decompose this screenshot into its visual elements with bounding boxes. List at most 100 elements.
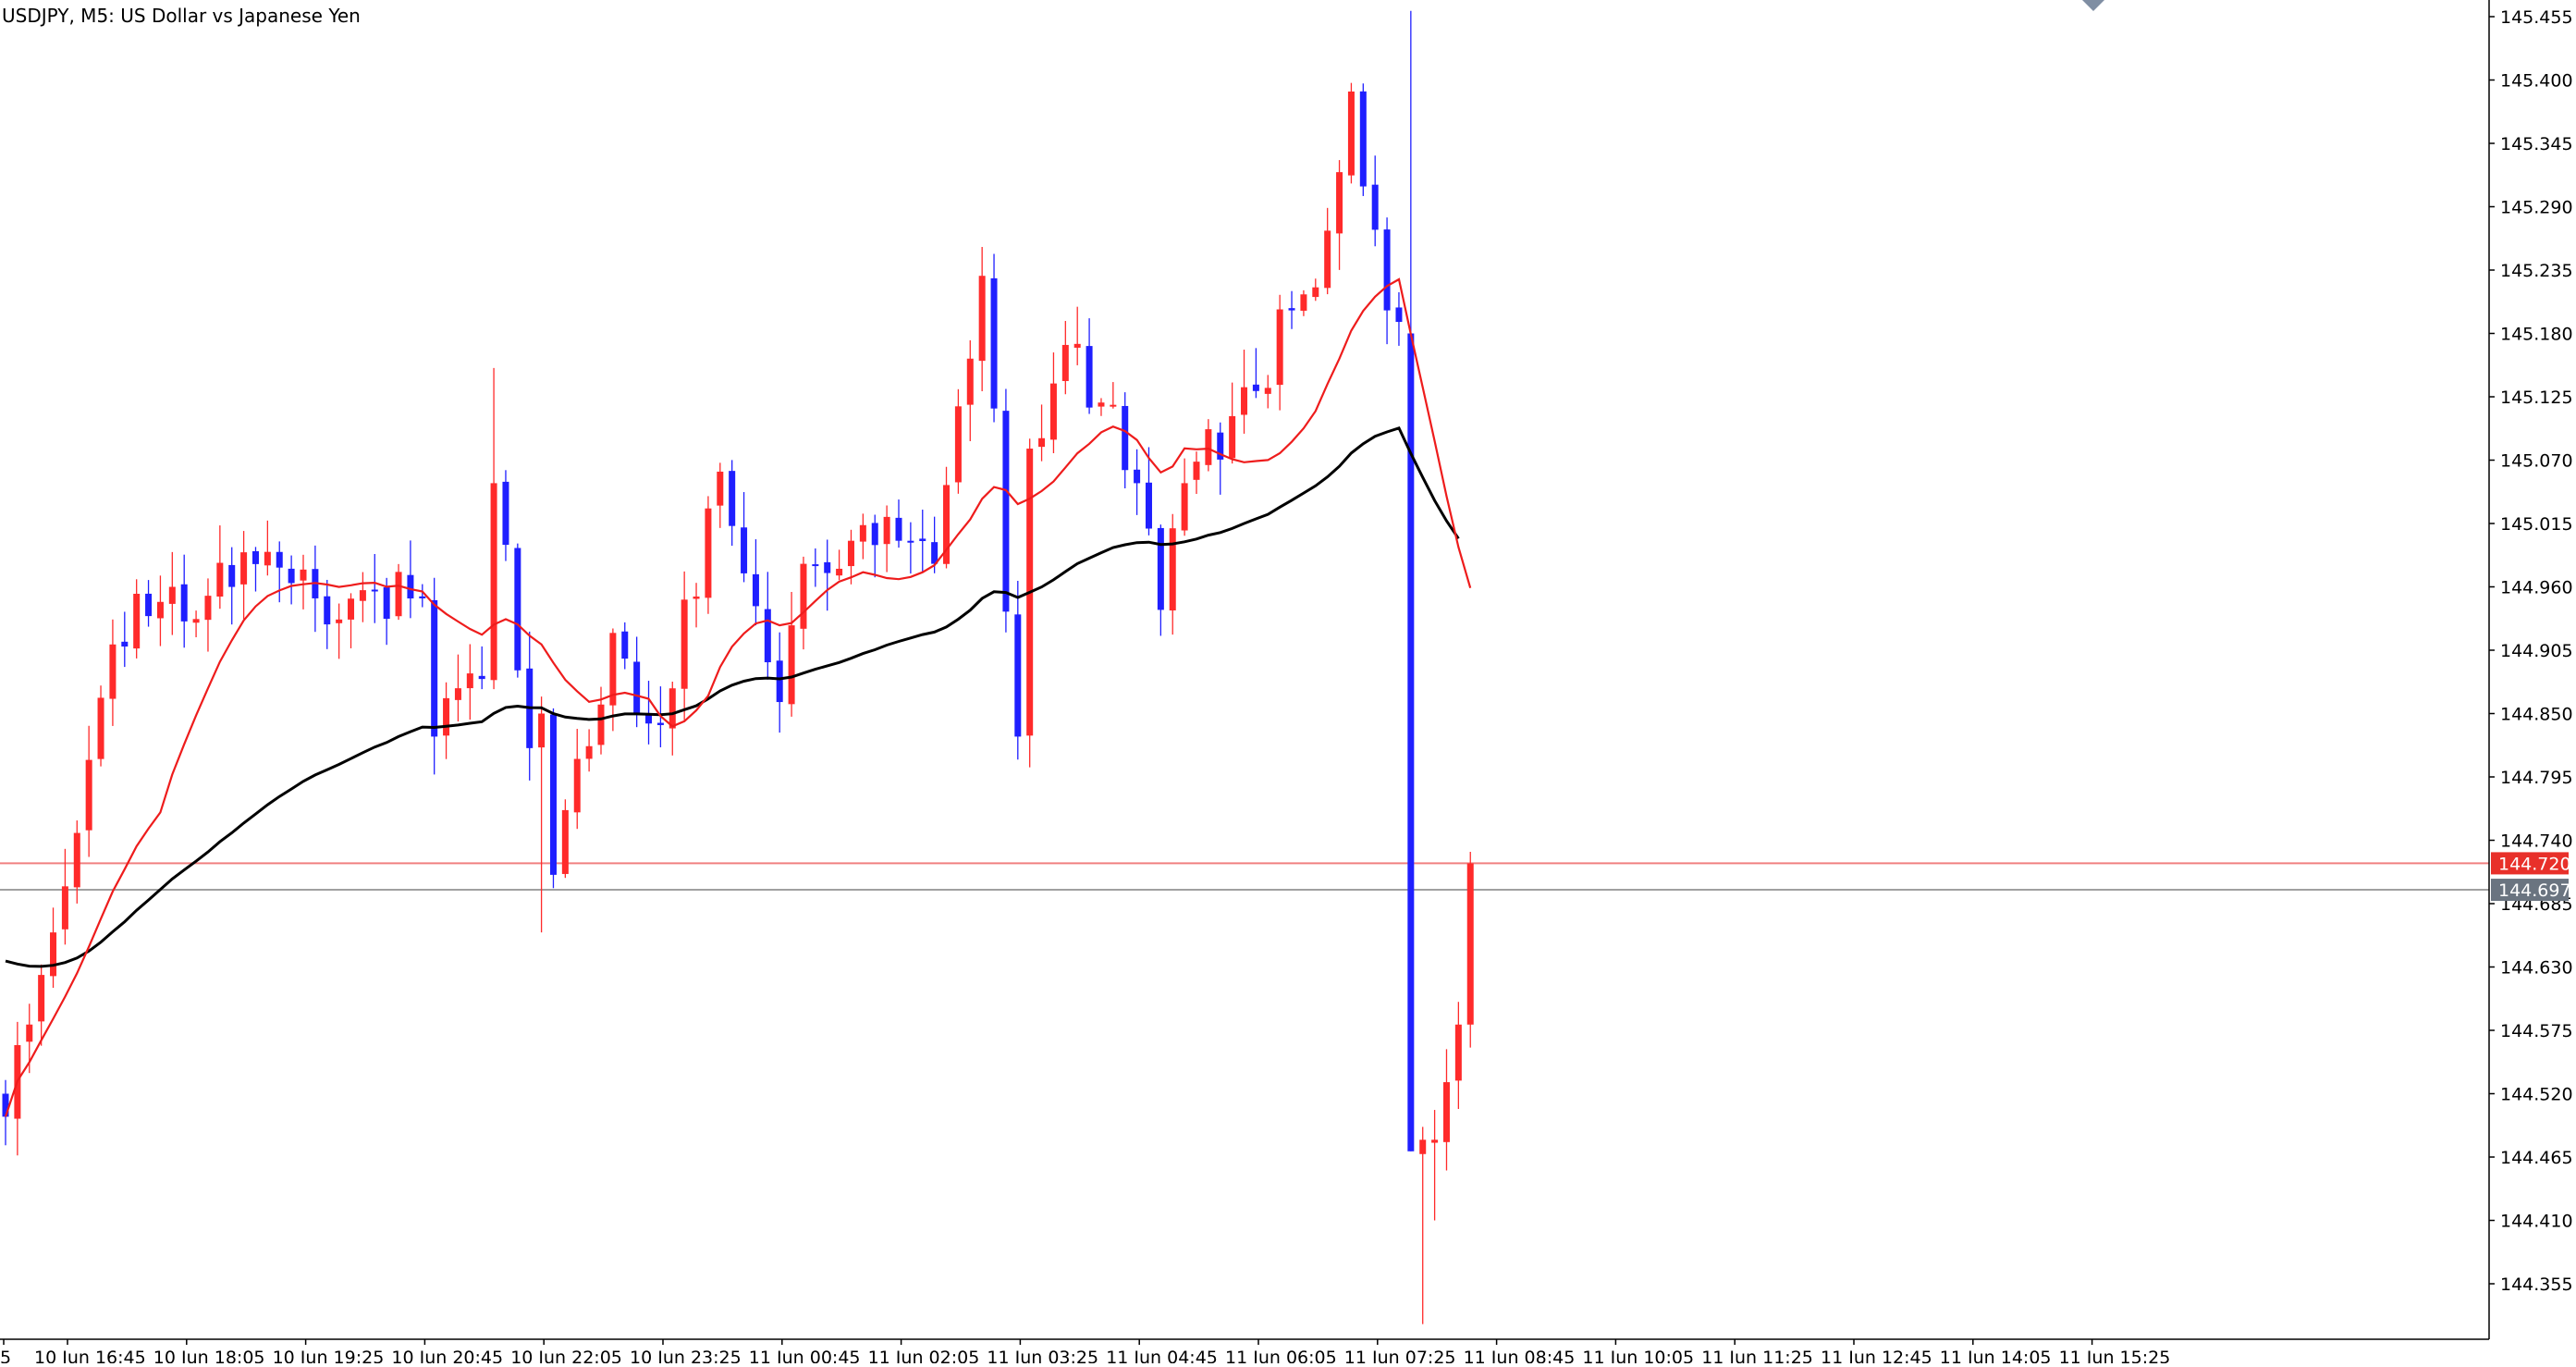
candle-body: [38, 975, 45, 1022]
candle-body: [1431, 1139, 1439, 1143]
candle: [764, 572, 771, 680]
candle-body: [300, 569, 307, 581]
candle-body: [1122, 405, 1129, 471]
x-tick-label: 11 Jun 12:45: [1821, 1348, 1932, 1363]
candle: [1038, 404, 1046, 462]
ask-tag-bg: [2491, 879, 2569, 902]
candle-body: [359, 590, 366, 601]
candle: [1241, 350, 1248, 434]
candle: [466, 644, 473, 720]
candle: [133, 579, 141, 659]
candle: [1252, 348, 1259, 399]
candle-body: [454, 688, 461, 700]
candle-body: [1181, 483, 1188, 531]
bid-price-tag: 144.720: [2491, 852, 2571, 875]
candle: [871, 514, 878, 578]
candle-body: [859, 524, 866, 542]
x-tick-label: 11 Jun 06:05: [1225, 1348, 1337, 1363]
candle: [990, 253, 998, 423]
candle: [240, 531, 248, 620]
candle-body: [1466, 863, 1474, 1025]
candle: [561, 799, 569, 879]
candle: [216, 525, 224, 610]
candle: [705, 496, 712, 614]
candle-body: [383, 587, 390, 620]
candle-body: [776, 660, 783, 703]
y-tick-label: 144.905: [2500, 641, 2573, 661]
candle: [168, 551, 176, 635]
candle: [419, 584, 426, 608]
candle: [1026, 438, 1034, 768]
x-tick-label: 10 Jun 23:25: [630, 1348, 742, 1363]
candle: [407, 540, 414, 619]
chart-title: USDJPY, M5: US Dollar vs Japanese Yen: [2, 5, 361, 27]
x-tick-label: 10 Jun 18:05: [153, 1348, 265, 1363]
candle: [585, 729, 593, 772]
y-tick-label: 144.520: [2500, 1085, 2573, 1105]
candle: [1169, 513, 1176, 635]
candle-body: [752, 573, 759, 607]
candle-body: [133, 594, 141, 649]
triangle-down-icon[interactable]: [2082, 0, 2104, 11]
candle: [836, 549, 843, 581]
candle: [693, 583, 700, 628]
candle: [336, 603, 343, 659]
candle-body: [1264, 388, 1271, 394]
candle: [776, 632, 783, 733]
candle: [1336, 160, 1343, 270]
candle: [538, 696, 546, 933]
candle-body: [1002, 411, 1010, 612]
candle-body: [109, 644, 117, 699]
candle: [514, 543, 521, 678]
candle: [1442, 1049, 1450, 1171]
candle: [919, 510, 926, 572]
candle: [1229, 382, 1236, 464]
y-tick-label: 145.125: [2500, 388, 2573, 408]
candle-body: [371, 589, 378, 592]
candle-body: [264, 551, 271, 566]
candle-body: [1049, 383, 1057, 440]
candle-body: [1241, 387, 1248, 415]
candle-body: [180, 584, 188, 622]
candle-body: [669, 688, 676, 729]
candle-body: [1300, 294, 1307, 311]
y-tick-label: 145.455: [2500, 7, 2573, 28]
candle-body: [502, 481, 509, 546]
candle: [1002, 388, 1010, 633]
candle-body: [1134, 469, 1141, 484]
y-tick-label: 144.465: [2500, 1148, 2573, 1168]
candle-body: [61, 886, 68, 930]
candle-body: [168, 586, 176, 604]
candle: [883, 505, 890, 573]
candle-body: [97, 697, 104, 759]
candle: [371, 553, 378, 623]
ask-price-tag: 144.697: [2491, 879, 2571, 902]
candle: [788, 592, 795, 717]
candle: [395, 563, 402, 621]
x-tick-label: 11 Jun 08:45: [1464, 1348, 1576, 1363]
x-tick-label: 5: [0, 1348, 11, 1363]
candle: [502, 470, 509, 561]
candlestick-series: [2, 10, 1474, 1324]
candle: [478, 646, 485, 690]
candle: [1181, 458, 1188, 536]
candle: [741, 492, 748, 583]
candle-body: [443, 697, 450, 736]
x-tick-label: 11 Jun 14:05: [1940, 1348, 2052, 1363]
candle: [633, 636, 641, 728]
candle: [717, 462, 724, 528]
y-tick-label: 145.070: [2500, 451, 2573, 472]
y-tick-label: 144.575: [2500, 1021, 2573, 1041]
candle: [61, 848, 68, 945]
candle: [1264, 375, 1271, 409]
candle: [966, 339, 974, 441]
candle-body: [681, 599, 688, 689]
moving-averages: [4, 277, 1472, 1117]
slow-moving-average-line: [5, 425, 1460, 968]
candle-body: [585, 745, 593, 759]
candle: [121, 611, 129, 668]
candle-body: [1169, 528, 1176, 611]
candle: [1110, 382, 1117, 409]
